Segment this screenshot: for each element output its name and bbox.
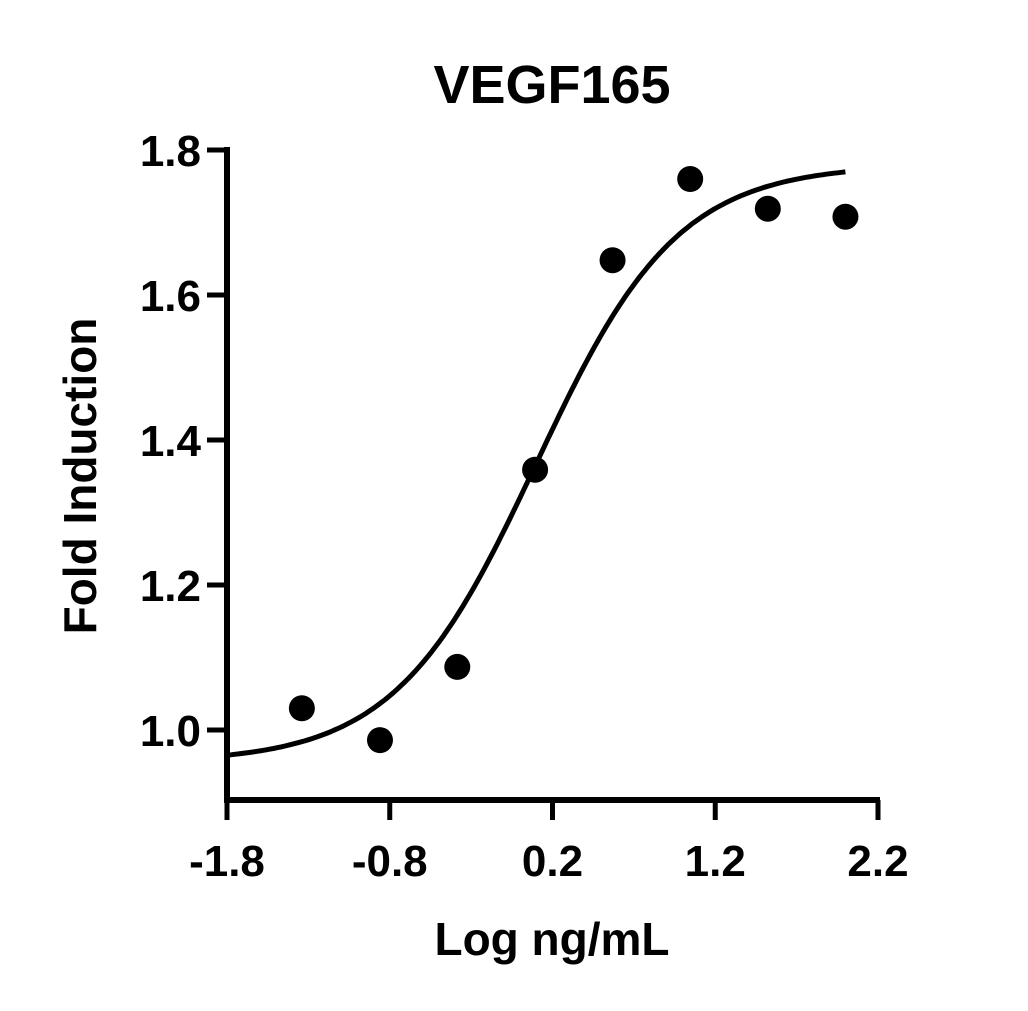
data-point: [366, 727, 393, 754]
y-tick-label: 1.6: [140, 272, 201, 321]
data-point: [754, 195, 781, 222]
x-tick-label: 2.2: [847, 837, 908, 886]
data-point: [288, 695, 315, 722]
x-tick-label: 1.2: [685, 837, 746, 886]
y-tick-label: 1.8: [140, 127, 201, 176]
x-tick-label: -1.8: [189, 837, 265, 886]
y-axis-label: Fold Induction: [54, 318, 106, 635]
y-tick-label: 1.0: [140, 707, 201, 756]
x-tick-label: -0.8: [352, 837, 428, 886]
chart-title: VEGF165: [433, 55, 670, 115]
data-point: [832, 203, 859, 230]
data-point: [677, 166, 704, 192]
data-point: [599, 247, 626, 274]
data-point: [444, 653, 471, 680]
y-tick-label: 1.4: [140, 417, 202, 466]
axes: 1.0 1.2 1.4 1.6 1.8 -1.8 -0.8 0.2 1.2 2.2: [140, 127, 909, 886]
x-tick-label: 0.2: [522, 837, 583, 886]
x-axis-label: Log ng/mL: [434, 913, 669, 965]
data-point: [522, 456, 549, 483]
data-points: [288, 166, 859, 754]
y-tick-label: 1.2: [140, 562, 201, 611]
